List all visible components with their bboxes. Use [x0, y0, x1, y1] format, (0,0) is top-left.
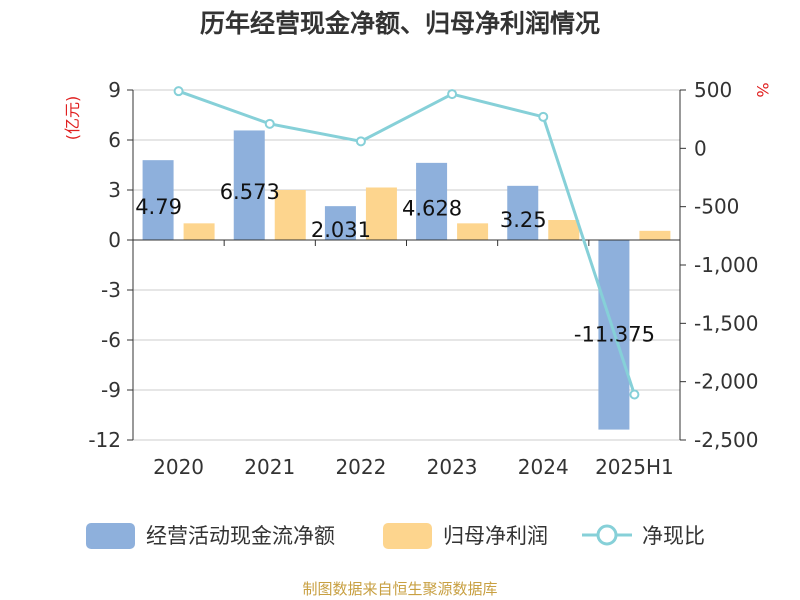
ratio-point	[264, 118, 275, 129]
bars	[142, 130, 671, 430]
left-tick-label: 0	[108, 228, 121, 252]
cashflow-bar	[507, 185, 539, 240]
right-tick-label: -1,500	[694, 311, 758, 335]
ratio-point	[447, 89, 458, 100]
gridlines	[133, 89, 680, 441]
chart-title: 历年经营现金净额、归母净利润情况	[200, 9, 600, 38]
right-axis-unit: %	[753, 82, 772, 97]
ratio-point	[538, 111, 549, 122]
net-profit-bar	[457, 223, 489, 240]
x-tick-label: 2021	[244, 455, 295, 479]
cashflow-bar	[416, 162, 448, 240]
legend-item[interactable]: 净现比	[582, 524, 705, 548]
right-tick-label: -2,000	[694, 370, 758, 394]
source-note: 制图数据来自恒生聚源数据库	[302, 580, 497, 598]
legend-swatch	[383, 523, 432, 549]
cashflow-data-label: 4.79	[135, 195, 182, 219]
legend-label: 净现比	[642, 524, 705, 548]
left-tick-label: -6	[101, 328, 121, 352]
x-tick-label: 2023	[427, 455, 478, 479]
cashflow-data-label: 6.573	[220, 180, 280, 204]
x-tick-label: 2024	[518, 455, 569, 479]
cashflow-bar	[233, 130, 265, 240]
net-profit-bar	[274, 190, 306, 240]
right-tick-label: 0	[694, 136, 707, 160]
net-profit-bar	[548, 220, 580, 240]
legend[interactable]: 经营活动现金流净额 归母净利润 净现比	[86, 523, 705, 549]
cashflow-data-label: 3.25	[500, 208, 547, 232]
right-tick-label: -1,000	[694, 253, 758, 277]
cashflow-bar	[142, 160, 174, 240]
left-tick-label: 3	[108, 178, 121, 202]
net-profit-bar	[183, 223, 215, 240]
right-tick-label: -2,500	[694, 428, 758, 452]
left-axis-unit: (亿元)	[63, 96, 82, 141]
net-profit-bar	[365, 187, 397, 240]
left-tick-label: 9	[108, 78, 121, 102]
ratio-point	[173, 86, 184, 97]
legend-item[interactable]: 归母净利润	[383, 523, 548, 549]
right-tick-label: -500	[694, 195, 739, 219]
x-tick-label: 2020	[153, 455, 204, 479]
left-tick-label: -9	[101, 378, 121, 402]
right-tick-label: 500	[694, 78, 732, 102]
ratio-line	[173, 86, 640, 400]
legend-label: 经营活动现金流净额	[146, 524, 335, 548]
ratio-point	[355, 136, 366, 147]
x-tick-label: 2025H1	[595, 455, 674, 479]
cashflow-bar	[324, 206, 356, 240]
legend-label: 归母净利润	[443, 524, 548, 548]
cashflow-data-label: 4.628	[402, 196, 462, 220]
net-profit-bar	[639, 230, 671, 240]
ratio-point	[629, 389, 640, 400]
left-tick-label: -12	[88, 428, 121, 452]
left-tick-label: 6	[108, 128, 121, 152]
data-labels: 4.79 6.573 2.031 4.628 3.25 -11.375	[135, 180, 655, 346]
cashflow-data-label: 2.031	[311, 218, 371, 242]
axes: 9 6 3 0 -3 -6 -9 -12 500 0 -500 -1,000 -1,500 -2,000 -…	[88, 78, 758, 479]
left-tick-label: -3	[101, 278, 121, 302]
legend-swatch	[86, 523, 135, 549]
legend-marker	[596, 524, 618, 546]
legend-item[interactable]: 经营活动现金流净额	[86, 523, 335, 549]
ratio-line-path	[178, 89, 636, 395]
x-tick-label: 2022	[335, 455, 386, 479]
cashflow-data-label: -11.375	[574, 323, 655, 347]
